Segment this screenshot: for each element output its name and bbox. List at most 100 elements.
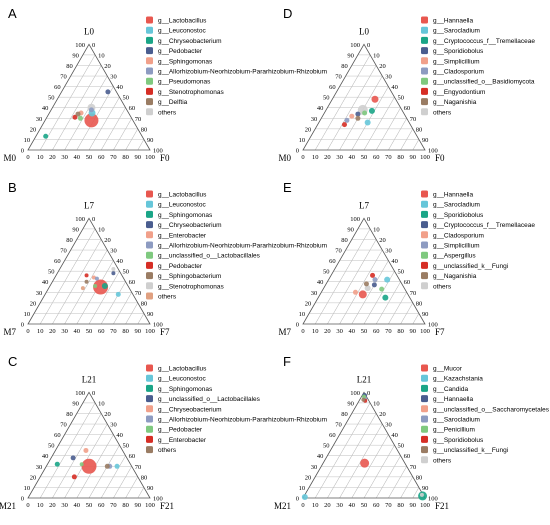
legend-swatch-g-leuconostoc bbox=[146, 200, 153, 208]
tick-label-right: 70 bbox=[135, 116, 142, 123]
legend-swatch-g-hannaella bbox=[421, 190, 428, 198]
tick-label-left: 40 bbox=[42, 279, 49, 286]
tick-label-left: 30 bbox=[311, 290, 318, 297]
tick-label-bottom: 90 bbox=[135, 154, 142, 161]
tick-label-left: 70 bbox=[335, 422, 342, 429]
tick-label-left: 0 bbox=[296, 496, 299, 503]
legend-label-g-unclassified-o-lactobacillales: g__unclassified_o__Lactobacillales bbox=[158, 253, 261, 260]
grid-line bbox=[52, 413, 102, 499]
legend-swatch-g-sphingomonas bbox=[146, 210, 153, 218]
tick-label-left: 40 bbox=[42, 453, 49, 460]
grid-line bbox=[125, 302, 139, 325]
tick-label-left: 40 bbox=[317, 453, 324, 460]
tick-label-left: 40 bbox=[317, 279, 324, 286]
grid-line bbox=[327, 239, 377, 325]
tick-label-left: 10 bbox=[299, 137, 306, 144]
legend-label-g-simplicillium: g__Simplicillium bbox=[433, 243, 480, 250]
legend-label-g-allorhizobium-neorhizobium-pararhizobium-rhizobium: g__Allorhizobium-Neorhizobium-Pararhizob… bbox=[158, 417, 327, 424]
tick-label-right: 40 bbox=[391, 258, 398, 265]
legend: g__Mucor g__Kazachstania g__Candida g__Hann… bbox=[421, 364, 550, 464]
vertex-label-left: M7 bbox=[3, 327, 16, 337]
point-g-stenotrophomonas bbox=[111, 267, 116, 272]
tick-label-right: 40 bbox=[116, 432, 123, 439]
grid-line bbox=[400, 302, 414, 325]
grid-line bbox=[400, 476, 414, 499]
tick-label-bottom: 80 bbox=[122, 154, 129, 161]
triangle-outline bbox=[27, 43, 151, 151]
grid-line bbox=[137, 139, 145, 151]
tick-label-right: 80 bbox=[141, 474, 148, 481]
tick-label-left: 30 bbox=[36, 116, 43, 123]
tick-label-bottom: 0 bbox=[26, 154, 29, 161]
point-g-hannaella bbox=[358, 290, 367, 299]
tick-label-right: 40 bbox=[391, 432, 398, 439]
point-g-simplicillium bbox=[349, 113, 355, 119]
point-g-mucor bbox=[360, 458, 370, 468]
point-g-allorhizobium-neorhizobium-pararhizobium-rhizobium bbox=[94, 276, 99, 281]
tick-label-left: 80 bbox=[66, 63, 73, 70]
legend-label-g-sphingobacterium: g__Sphingobacterium bbox=[158, 273, 221, 280]
tick-label-right: 90 bbox=[147, 311, 154, 318]
triangle-outline bbox=[302, 391, 426, 499]
tick-label-right: 70 bbox=[135, 290, 142, 297]
grid-line bbox=[137, 313, 145, 325]
grid-line bbox=[39, 402, 96, 499]
legend-swatch-others bbox=[146, 292, 153, 300]
tick-label-left: 80 bbox=[66, 411, 73, 418]
point-g-aspergillus bbox=[379, 286, 385, 292]
tick-label-left: 50 bbox=[323, 269, 330, 276]
tick-label-right: 20 bbox=[104, 237, 111, 244]
point-others bbox=[419, 492, 424, 497]
tick-label-left: 0 bbox=[296, 322, 299, 329]
vertex-label-right: F7 bbox=[435, 327, 445, 337]
tick-label-right: 10 bbox=[373, 400, 380, 407]
tick-label-left: 100 bbox=[350, 42, 360, 49]
legend-swatch-others bbox=[146, 446, 153, 454]
legend-swatch-g-unclassified-o-lactobacillales bbox=[146, 395, 153, 403]
tick-label-bottom: 60 bbox=[373, 328, 380, 335]
grid-line bbox=[400, 128, 414, 151]
tick-label-bottom: 100 bbox=[420, 502, 430, 509]
tick-label-bottom: 70 bbox=[110, 502, 117, 509]
grid-line bbox=[113, 118, 132, 151]
tick-label-left: 60 bbox=[329, 432, 336, 439]
data-points bbox=[341, 95, 379, 128]
grid-line bbox=[375, 281, 401, 325]
grid-line bbox=[388, 292, 407, 325]
legend-swatch-g-leuconostoc bbox=[146, 374, 153, 382]
tick-label-left: 0 bbox=[296, 148, 299, 155]
tick-label-right: 0 bbox=[367, 42, 370, 49]
legend-label-others: others bbox=[433, 457, 452, 464]
tick-label-left: 50 bbox=[48, 95, 55, 102]
tick-label-right: 30 bbox=[385, 248, 392, 255]
grid-line bbox=[412, 487, 420, 499]
vertex-label-right: F7 bbox=[160, 327, 170, 337]
tick-label-left: 100 bbox=[350, 216, 360, 223]
grid-line bbox=[375, 107, 401, 151]
tick-label-bottom: 20 bbox=[49, 502, 56, 509]
legend-swatch-g-sporidiobolus bbox=[421, 47, 428, 55]
legend-swatch-g-stenotrophomonas bbox=[146, 87, 153, 95]
panel-letter: A bbox=[8, 6, 17, 21]
legend-label-g-sarocladium: g__Sarocladium bbox=[433, 28, 480, 35]
tick-label-left: 90 bbox=[72, 400, 79, 407]
point-g-pseudomonas bbox=[77, 115, 83, 121]
tick-label-bottom: 30 bbox=[336, 502, 343, 509]
legend-label-g-naganishia: g__Naganishia bbox=[433, 273, 477, 280]
legend-swatch-g-pseudomonas bbox=[146, 77, 153, 85]
tick-label-left: 30 bbox=[36, 290, 43, 297]
tick-label-bottom: 60 bbox=[373, 502, 380, 509]
tick-label-right: 90 bbox=[422, 137, 429, 144]
tick-label-right: 20 bbox=[379, 411, 386, 418]
tick-label-right: 40 bbox=[116, 84, 123, 91]
point-g-unclassified-o-basidiomycota bbox=[362, 110, 368, 116]
tick-label-left: 100 bbox=[75, 216, 85, 223]
point-g-naganishia bbox=[363, 281, 369, 287]
tick-label-bottom: 90 bbox=[410, 328, 417, 335]
point-g-chryseobacterium bbox=[43, 133, 49, 139]
grid-line bbox=[388, 466, 407, 499]
tick-label-right: 70 bbox=[135, 464, 142, 471]
tick-label-bottom: 40 bbox=[349, 502, 356, 509]
tick-label-bottom: 0 bbox=[301, 328, 304, 335]
tick-label-right: 70 bbox=[410, 464, 417, 471]
